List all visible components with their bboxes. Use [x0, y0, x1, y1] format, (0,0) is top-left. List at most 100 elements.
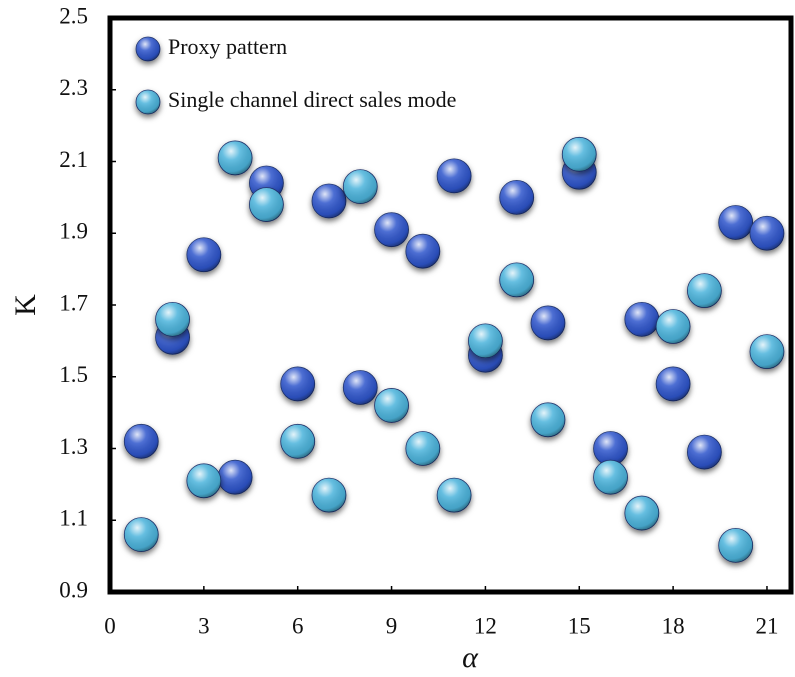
marker-shine: [405, 431, 440, 466]
point: [374, 388, 409, 423]
point: [342, 370, 378, 405]
marker-shine: [124, 517, 159, 552]
point: [123, 423, 159, 459]
point: [749, 334, 785, 370]
marker-shine: [687, 435, 722, 470]
point: [186, 237, 222, 273]
marker-shine: [718, 528, 753, 563]
x-tick-label: 3: [198, 613, 210, 638]
point: [624, 495, 660, 531]
marker-shine: [136, 37, 160, 61]
marker-shine: [124, 424, 159, 459]
x-tick-label: 0: [104, 613, 116, 638]
marker-shine: [593, 431, 628, 466]
marker-shine: [499, 262, 534, 297]
marker-shine: [562, 137, 597, 172]
point: [687, 273, 722, 309]
y-tick-label: 1.3: [59, 434, 88, 459]
point: [405, 233, 441, 269]
marker-shine: [530, 305, 565, 340]
marker-shine: [218, 460, 253, 495]
point: [468, 323, 503, 359]
point: [749, 215, 785, 251]
y-tick-label: 1.9: [59, 219, 88, 244]
marker-shine: [624, 496, 659, 531]
marker-shine: [687, 273, 722, 308]
point: [593, 431, 628, 466]
marker-shine: [343, 370, 378, 405]
point: [342, 169, 378, 205]
point: [655, 366, 691, 402]
marker-shine: [374, 212, 409, 247]
marker-shine: [186, 237, 221, 272]
marker-shine: [280, 424, 315, 459]
y-axis-title: K: [9, 294, 42, 316]
legend-marker: [135, 89, 161, 115]
point: [280, 423, 316, 459]
plot-area: [123, 136, 785, 563]
point: [499, 179, 535, 215]
marker-shine: [405, 234, 440, 269]
marker-shine: [311, 478, 346, 513]
marker-shine: [656, 366, 691, 401]
point: [217, 459, 253, 495]
marker-shine: [186, 463, 221, 498]
marker-shine: [343, 169, 378, 204]
marker-shine: [593, 460, 628, 495]
point: [530, 402, 566, 438]
y-tick-label: 1.1: [59, 506, 88, 531]
marker-shine: [437, 158, 472, 193]
point: [217, 140, 253, 176]
point: [123, 517, 159, 552]
legend-label: Proxy pattern: [168, 34, 287, 59]
point: [249, 187, 284, 222]
marker-shine: [374, 388, 409, 423]
point: [624, 301, 660, 337]
y-tick-label: 1.5: [59, 362, 88, 387]
marker-shine: [280, 366, 315, 401]
marker-shine: [311, 183, 346, 218]
y-tick-label: 0.9: [59, 577, 88, 602]
point: [436, 158, 472, 194]
point: [593, 459, 628, 495]
marker-shine: [468, 323, 503, 358]
point: [530, 305, 566, 341]
marker-shine: [136, 90, 160, 114]
marker-shine: [749, 216, 784, 251]
point: [718, 205, 754, 240]
point: [311, 183, 347, 219]
x-tick-label: 18: [662, 613, 685, 638]
y-tick-label: 1.7: [59, 290, 88, 315]
point: [280, 366, 316, 402]
marker-shine: [437, 478, 472, 513]
legend-marker: [135, 36, 161, 62]
x-tick-label: 15: [568, 613, 591, 638]
y-tick-label: 2.1: [59, 147, 88, 172]
point: [436, 477, 472, 513]
marker-shine: [218, 140, 253, 175]
point: [687, 434, 722, 470]
marker-shine: [718, 205, 753, 240]
marker-shine: [249, 187, 284, 222]
point: [186, 463, 222, 499]
x-tick-label: 21: [755, 613, 778, 638]
point: [405, 431, 441, 466]
marker-shine: [499, 180, 534, 215]
point: [155, 301, 190, 337]
point: [499, 262, 535, 298]
y-tick-label: 2.3: [59, 75, 88, 100]
marker-shine: [624, 302, 659, 337]
marker-shine: [155, 302, 190, 337]
x-axis-title: α: [462, 641, 479, 674]
point: [311, 477, 347, 513]
x-tick-label: 6: [292, 613, 304, 638]
legend-label: Single channel direct sales mode: [168, 87, 456, 112]
marker-shine: [530, 402, 565, 437]
point: [718, 527, 754, 563]
y-tick-label: 2.5: [59, 3, 88, 28]
point: [655, 309, 691, 344]
marker-shine: [749, 334, 784, 369]
point: [561, 136, 597, 172]
marker-shine: [656, 309, 691, 344]
